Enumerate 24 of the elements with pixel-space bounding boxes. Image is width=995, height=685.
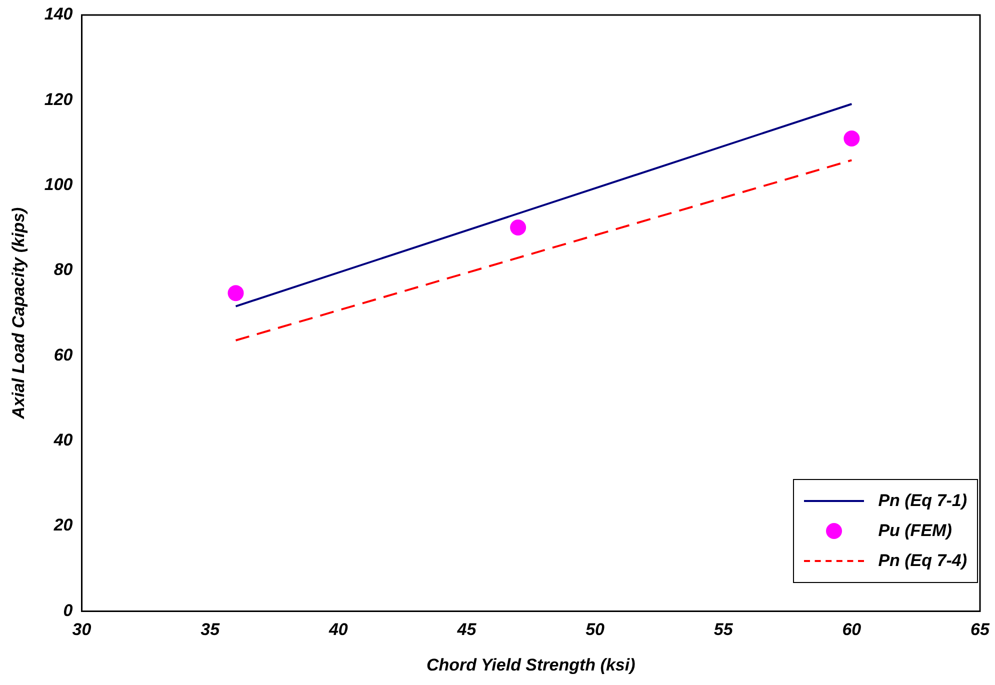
x-tick-label: 50 (586, 620, 606, 640)
y-tick-label: 20 (52, 516, 74, 535)
x-tick-label: 40 (328, 620, 348, 640)
y-tick-label: 120 (44, 90, 74, 109)
y-tick-label: 40 (52, 430, 74, 450)
point (228, 285, 244, 302)
point (510, 220, 526, 236)
x-tick-label: 30 (72, 620, 92, 640)
y-axis-title: Axial Load Capacity (kips) (8, 206, 28, 420)
y-tick-label: 0 (63, 600, 74, 620)
x-tick-label: 35 (200, 620, 220, 640)
legend-label: Pu (FEM) (878, 521, 952, 542)
y-tick-label: 100 (44, 175, 74, 194)
x-tick-label: 60 (842, 620, 862, 640)
legend-label: Pn (Eq 7-4) (878, 551, 967, 572)
y-tick-label: 60 (54, 345, 74, 364)
x-axis-title: Chord Yield Strength (ksi) (426, 655, 636, 674)
legend-label: Pn (Eq 7-1) (878, 491, 967, 512)
point (844, 130, 860, 146)
y-tick-label: 140 (44, 4, 74, 24)
x-tick-label: 65 (970, 620, 990, 640)
y-tick-label: 80 (54, 260, 74, 280)
x-tick-label: 55 (714, 620, 734, 640)
x-tick-label: 45 (456, 620, 477, 640)
